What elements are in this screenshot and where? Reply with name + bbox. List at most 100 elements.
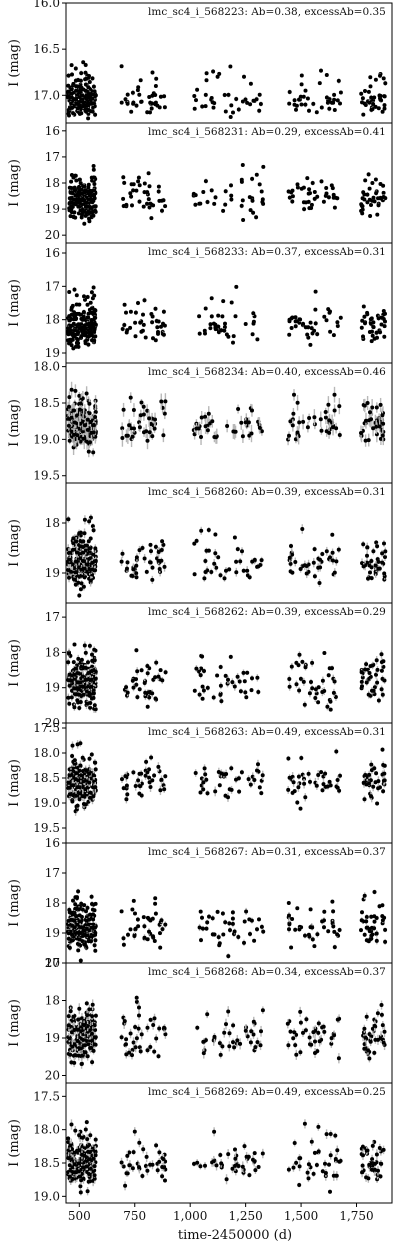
data-point xyxy=(89,306,94,311)
data-point xyxy=(197,314,202,319)
data-point xyxy=(91,335,96,339)
data-point xyxy=(124,685,129,690)
data-point xyxy=(298,676,303,681)
data-point xyxy=(128,309,133,314)
data-point xyxy=(199,435,203,439)
data-point xyxy=(72,432,76,437)
data-point xyxy=(222,325,227,330)
data-point xyxy=(248,208,253,213)
data-point xyxy=(86,116,91,121)
data-point xyxy=(248,782,253,787)
data-point xyxy=(84,96,89,101)
data-point xyxy=(244,695,249,700)
data-point xyxy=(77,937,82,942)
data-point xyxy=(87,411,92,416)
data-point xyxy=(256,564,261,569)
data-point xyxy=(323,784,328,789)
data-point xyxy=(91,164,96,168)
data-point xyxy=(76,889,81,894)
data-point xyxy=(153,93,158,97)
data-point xyxy=(245,100,250,105)
data-point xyxy=(78,312,83,317)
data-point xyxy=(372,685,377,690)
data-point xyxy=(82,575,87,580)
data-point xyxy=(124,202,129,207)
data-point xyxy=(372,95,377,100)
data-point xyxy=(312,547,317,552)
data-point xyxy=(336,547,341,552)
data-point xyxy=(234,570,239,575)
data-point xyxy=(79,581,84,586)
data-point xyxy=(381,421,386,426)
data-point xyxy=(137,687,142,692)
data-point xyxy=(246,777,251,782)
data-point xyxy=(363,773,368,777)
data-point xyxy=(295,430,300,435)
data-point xyxy=(208,322,213,327)
data-point xyxy=(67,404,71,409)
panel-7: 17.5 18.0 18.5 19.0 19.5 I (mag) lmc_sc4_i_568… xyxy=(7,721,393,844)
data-point xyxy=(72,197,77,202)
data-point xyxy=(81,87,86,92)
data-point xyxy=(91,309,96,314)
data-point xyxy=(288,561,293,566)
data-point xyxy=(314,783,319,788)
data-point xyxy=(317,81,322,86)
data-point xyxy=(362,797,367,802)
data-point xyxy=(203,559,208,563)
data-point xyxy=(82,294,86,299)
data-point xyxy=(74,559,79,564)
data-point xyxy=(367,781,371,786)
data-point xyxy=(374,540,379,545)
y-tick-label: 18.0 xyxy=(33,360,60,374)
data-point xyxy=(316,773,321,777)
data-point xyxy=(376,203,381,208)
data-point xyxy=(240,434,245,439)
data-point xyxy=(66,332,71,337)
data-point xyxy=(70,72,74,77)
data-point xyxy=(203,331,207,336)
data-point xyxy=(360,100,364,105)
data-point xyxy=(88,515,93,520)
data-point xyxy=(374,658,379,663)
data-point xyxy=(77,785,82,790)
data-point xyxy=(73,344,78,349)
data-point xyxy=(203,570,208,574)
data-point xyxy=(228,115,233,119)
data-point xyxy=(85,933,90,938)
data-point xyxy=(252,778,257,782)
data-point xyxy=(70,331,75,336)
data-point xyxy=(246,420,251,425)
data-point xyxy=(78,931,83,935)
data-point xyxy=(148,785,153,789)
data-point xyxy=(254,172,259,177)
data-point xyxy=(134,648,139,653)
data-point xyxy=(75,332,80,336)
data-point xyxy=(240,163,245,167)
data-point xyxy=(338,315,343,320)
data-point xyxy=(292,789,297,794)
data-point xyxy=(138,784,143,789)
data-point xyxy=(87,401,92,406)
data-point xyxy=(73,582,78,587)
data-point xyxy=(75,341,80,346)
data-point xyxy=(69,87,74,92)
data-point xyxy=(367,100,372,105)
data-point xyxy=(86,182,91,187)
data-point xyxy=(71,541,76,545)
data-point xyxy=(301,419,306,424)
data-point xyxy=(79,664,84,669)
panel-6: 17 18 19 20 I (mag) lmc_sc4_i_568262: Ab=0.39… xyxy=(7,602,393,730)
data-point xyxy=(75,413,80,418)
data-point xyxy=(142,181,147,186)
data-point xyxy=(381,76,386,81)
data-point xyxy=(80,755,85,760)
panel-frame xyxy=(65,482,393,604)
data-point xyxy=(75,930,80,935)
panel-1: 16.0 16.5 17.0 I (mag) lmc_sc4_i_568223: Ab=… xyxy=(7,0,393,124)
data-point xyxy=(79,657,84,662)
data-point xyxy=(376,106,381,111)
data-point xyxy=(334,749,339,754)
data-point xyxy=(87,690,92,695)
data-point xyxy=(156,184,161,189)
